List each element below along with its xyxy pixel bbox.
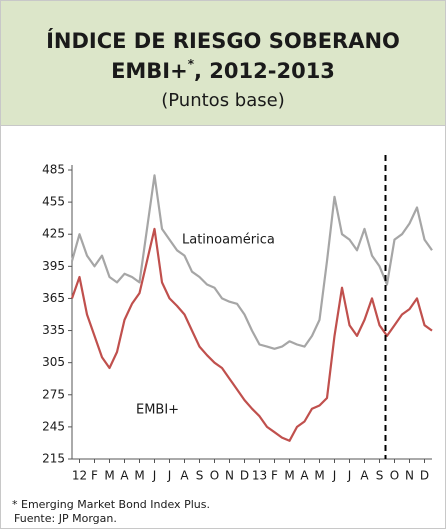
y-tick-label: 215 [42,452,65,466]
x-tick-label: J [347,469,352,483]
title-mark: * [188,57,195,71]
x-tick-label: J [152,469,157,483]
series-label: Latinoamérica [182,233,275,248]
x-tick-label: M [134,469,144,483]
series-line [70,227,433,442]
x-tick-label: A [360,469,369,483]
x-tick-label: N [405,469,414,483]
title-part: EMBI+ [111,59,188,83]
chart-title: ÍNDICE DE RIESGO SOBERANO [46,28,400,53]
y-tick-label: 425 [42,227,65,241]
footnote: * Emerging Market Bond Index Plus. [12,498,210,511]
y-tick-label: 485 [42,163,65,177]
x-tick-label: D [420,469,429,483]
x-tick-label: F [91,469,98,483]
x-tick-label: M [104,469,114,483]
x-tick-label: J [332,469,337,483]
x-tick-label: N [225,469,234,483]
x-tick-label: A [300,469,309,483]
x-tick-label: 12 [72,469,87,483]
series-label: EMBI+ [136,403,179,418]
x-tick-label: S [196,469,204,483]
y-tick-label: 365 [42,291,65,305]
y-tick-label: 395 [42,259,65,273]
header [0,0,446,126]
y-tick-label: 335 [42,323,65,337]
y-tick-label: 245 [42,419,65,433]
y-tick-label: 305 [42,355,65,369]
x-tick-label: O [390,469,399,483]
y-tick-label: 455 [42,195,65,209]
x-tick-label: 13 [252,469,267,483]
source: Fuente: JP Morgan. [14,512,117,525]
title-part: , 2012-2013 [194,59,335,83]
series-line [70,174,433,350]
x-tick-label: D [240,469,249,483]
subtitle: (Puntos base) [161,90,284,111]
y-tick-label: 275 [42,387,65,401]
x-tick-label: O [210,469,219,483]
x-tick-label: A [180,469,189,483]
x-tick-label: J [167,469,172,483]
x-tick-label: F [271,469,278,483]
chart-title-2: EMBI+*, 2012-2013 [111,57,335,84]
x-tick-label: S [376,469,384,483]
x-tick-label: A [120,469,129,483]
x-tick-label: M [284,469,294,483]
x-tick-label: M [314,469,324,483]
